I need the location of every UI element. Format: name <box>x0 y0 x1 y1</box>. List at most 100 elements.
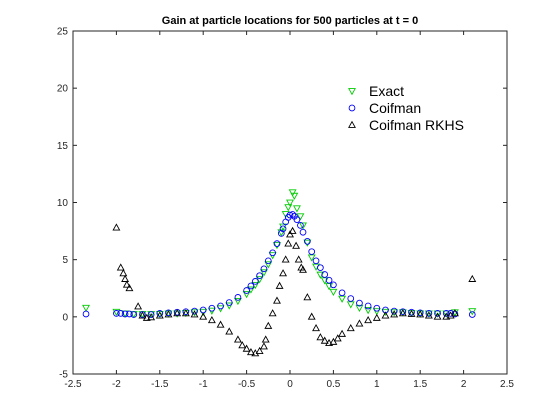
data-point <box>173 310 182 318</box>
data-point <box>338 329 347 337</box>
data-point <box>468 308 477 316</box>
x-tick-label: 0 <box>287 379 293 390</box>
y-tick-label: 15 <box>57 141 69 152</box>
y-tick-label: 20 <box>57 84 69 95</box>
data-point <box>281 255 290 263</box>
data-point <box>82 304 90 312</box>
data-point <box>347 295 355 302</box>
data-point <box>312 323 321 332</box>
data-point <box>82 310 90 318</box>
data-point <box>259 342 268 350</box>
data-point <box>424 310 433 318</box>
data-point <box>304 238 311 245</box>
data-point <box>216 320 225 328</box>
legend-label: Coifman RKHS <box>369 117 464 133</box>
y-tick-label: -5 <box>59 370 68 381</box>
data-point <box>390 307 398 315</box>
data-point <box>373 304 381 312</box>
y-tick-label: 0 <box>62 312 68 323</box>
data-point <box>113 310 120 317</box>
data-point <box>233 335 242 343</box>
data-point <box>182 308 190 316</box>
data-point <box>279 223 288 231</box>
data-point <box>381 311 390 319</box>
data-point <box>303 293 312 301</box>
axis-ticks: -2.5 -2 -1.5 -1 -0.5 0 0.5 1 1.5 2 2.5 -5 0 5 10 15 20 25 <box>57 27 515 391</box>
legend-marker <box>348 88 356 96</box>
data-point <box>199 312 208 320</box>
data-point <box>121 274 130 282</box>
data-point <box>190 309 199 317</box>
data-point <box>273 296 281 304</box>
data-point <box>155 311 164 319</box>
legend-marker <box>348 120 356 128</box>
x-tick-label: 1 <box>374 379 380 390</box>
data-point <box>243 287 250 294</box>
data-point <box>292 241 301 249</box>
data-point <box>233 297 242 306</box>
x-tick-label: 2.5 <box>500 379 514 390</box>
data-point <box>364 315 373 324</box>
data-point <box>277 229 286 237</box>
data-point <box>299 222 307 230</box>
x-tick-label: 1.5 <box>413 379 427 390</box>
data-point <box>217 302 224 310</box>
data-point <box>293 216 301 224</box>
data-point <box>372 308 381 316</box>
data-point <box>288 189 297 197</box>
data-point <box>442 310 450 317</box>
data-point <box>191 307 198 315</box>
data-point <box>134 302 143 310</box>
data-point <box>273 240 281 248</box>
data-point <box>330 281 337 289</box>
data-point <box>286 230 294 238</box>
data-point <box>290 192 299 200</box>
data-point <box>121 310 129 318</box>
data-point <box>181 309 190 317</box>
data-point <box>242 344 251 352</box>
data-point <box>138 311 147 319</box>
data-point <box>321 271 329 278</box>
data-point <box>260 265 268 273</box>
data-point <box>275 281 284 289</box>
legend-label: Coifman <box>369 100 421 116</box>
x-tick-label: -2 <box>112 379 121 390</box>
data-point <box>273 241 281 250</box>
data-point <box>325 276 333 284</box>
data-point <box>390 309 399 317</box>
data-point <box>294 255 303 263</box>
data-point <box>424 311 433 319</box>
data-point <box>407 309 416 317</box>
data-point <box>307 312 316 320</box>
data-point <box>299 228 307 236</box>
data-point <box>125 283 134 292</box>
x-tick-label: -2.5 <box>64 379 82 390</box>
data-point <box>372 313 381 321</box>
data-point <box>147 313 156 321</box>
data-point <box>398 309 407 317</box>
data-point <box>289 211 296 218</box>
x-tick-label: -0.5 <box>238 379 256 390</box>
data-point <box>297 222 304 229</box>
data-point <box>416 309 424 317</box>
legend-marker <box>348 104 356 112</box>
data-point <box>288 226 297 234</box>
data-point <box>286 211 294 219</box>
data-point <box>264 257 272 265</box>
data-point <box>364 302 372 310</box>
data-point <box>190 310 199 318</box>
plot-area <box>72 30 508 375</box>
data-point <box>346 323 355 332</box>
data-point <box>364 307 373 315</box>
data-point <box>434 310 441 317</box>
data-point <box>264 261 273 269</box>
data-point <box>242 291 251 299</box>
data-point <box>269 249 276 257</box>
data-point <box>333 334 342 342</box>
y-tick-label: 10 <box>57 198 69 209</box>
data-point <box>468 274 477 282</box>
data-point <box>112 223 121 231</box>
data-point <box>292 205 301 213</box>
data-point <box>208 304 216 312</box>
data-point <box>308 248 316 256</box>
